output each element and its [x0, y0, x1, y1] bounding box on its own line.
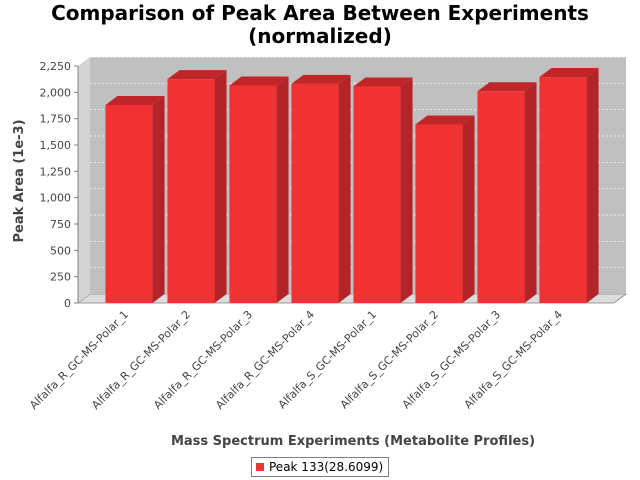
bar-front	[167, 79, 215, 304]
bar	[415, 115, 475, 304]
bar	[477, 82, 537, 303]
chart-title: Comparison of Peak Area Between Experime…	[0, 2, 640, 48]
y-tick-label: 1,000	[40, 192, 72, 205]
bar-side	[462, 115, 475, 304]
y-tick-label: 250	[50, 271, 71, 284]
x-axis: Alfalfa_R_GC-MS-Polar_1Alfalfa_R_GC-MS-P…	[27, 308, 565, 412]
bar-top	[105, 95, 165, 105]
x-axis-label: Mass Spectrum Experiments (Metabolite Pr…	[171, 434, 535, 449]
bar-front	[539, 77, 587, 303]
y-tick-label: 2,000	[40, 86, 72, 99]
y-tick-label: 500	[50, 244, 71, 257]
chart-title-main: Comparison of Peak Area Between Experime…	[51, 1, 589, 25]
x-tick-label: Alfalfa_R_GC-MS-Polar_1	[27, 308, 131, 412]
bar-side	[276, 76, 289, 303]
bar	[167, 70, 227, 304]
x-tick-label: Alfalfa_R_GC-MS-Polar_2	[89, 308, 193, 412]
bar-top	[477, 82, 537, 92]
bar	[229, 76, 289, 303]
bar-side	[152, 95, 165, 304]
bar-side	[338, 74, 351, 303]
plot-left-wall	[78, 57, 90, 303]
bar-side	[586, 68, 599, 303]
x-tick-label: Alfalfa_R_GC-MS-Polar_3	[151, 308, 255, 412]
bar	[105, 95, 165, 304]
chart-subtitle: (normalized)	[248, 24, 392, 48]
y-tick-label: 2,250	[40, 60, 72, 73]
y-tick-label: 750	[50, 218, 71, 231]
bar-top	[353, 77, 413, 87]
y-tick-label: 1,500	[40, 139, 72, 152]
bar-front	[105, 104, 153, 304]
bar-top	[415, 115, 475, 125]
bar-top	[167, 70, 227, 80]
bar-series	[105, 68, 599, 304]
bar-top	[539, 68, 599, 78]
bar-front	[291, 83, 339, 303]
bar-top	[291, 74, 351, 84]
bar-side	[524, 82, 537, 303]
x-tick-label: Alfalfa_R_GC-MS-Polar_4	[213, 308, 317, 412]
bar-side	[214, 70, 227, 304]
legend-label: Peak 133(28.6099)	[269, 460, 384, 474]
bar-front	[415, 124, 463, 304]
legend-swatch	[256, 463, 264, 471]
bar	[353, 77, 413, 303]
bar-top	[229, 76, 289, 86]
bar-front	[477, 91, 525, 303]
bar-side	[400, 77, 413, 303]
bar	[539, 68, 599, 303]
y-axis: 0 250 500 750 1,000 1,250 1,500 1,750 2,000 2,250	[40, 60, 79, 310]
bar	[291, 74, 351, 303]
y-tick-label: 1,250	[40, 165, 72, 178]
y-axis-label: Peak Area (1e-3)	[12, 119, 27, 242]
y-tick-label: 1,750	[40, 113, 72, 126]
y-tick-label: 0	[64, 297, 71, 310]
bar-front	[353, 86, 401, 303]
legend: Peak 133(28.6099)	[251, 457, 390, 477]
bar-front	[229, 85, 277, 303]
